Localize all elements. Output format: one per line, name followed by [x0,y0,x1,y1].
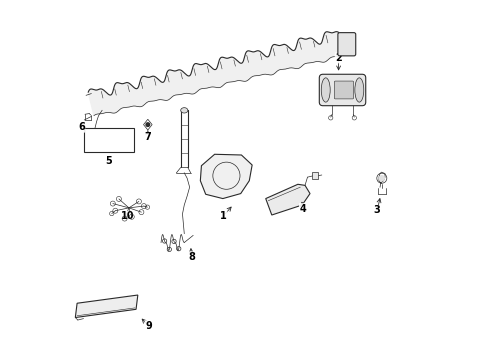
Text: 7: 7 [145,132,151,142]
Text: 3: 3 [374,205,381,215]
FancyBboxPatch shape [334,81,354,99]
Text: 6: 6 [78,122,85,132]
FancyBboxPatch shape [338,33,356,56]
Text: 2: 2 [335,53,342,63]
Text: 10: 10 [121,211,135,221]
Polygon shape [200,154,252,199]
Circle shape [146,123,149,126]
Polygon shape [75,295,138,318]
FancyBboxPatch shape [312,172,318,179]
Polygon shape [88,32,344,116]
Bar [83,128,134,152]
Text: 8: 8 [188,252,195,262]
Ellipse shape [355,78,364,102]
Text: 4: 4 [299,203,306,213]
Ellipse shape [321,78,330,102]
FancyBboxPatch shape [319,74,366,106]
Text: 5: 5 [105,157,112,166]
Ellipse shape [181,108,188,113]
Text: 1: 1 [220,211,227,221]
Polygon shape [144,119,152,130]
Circle shape [379,175,385,181]
Text: 9: 9 [145,321,152,331]
Polygon shape [266,184,310,215]
